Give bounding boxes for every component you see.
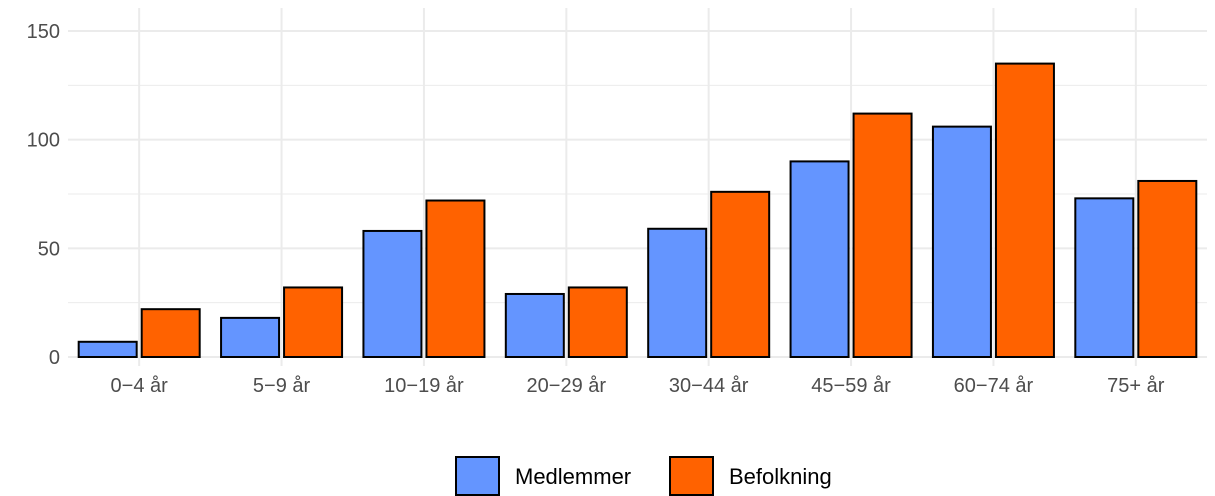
bar-befolkning [142, 309, 200, 357]
x-axis-ticks: 0−4 år 5−9 år 10−19 år 20−29 år 30−44 år 45−5… [111, 375, 1165, 397]
legend-label-befolkning: Befolkning [729, 464, 832, 489]
bar-medlemmer [79, 342, 137, 357]
legend-label-medlemmer: Medlemmer [515, 464, 631, 489]
x-tick-label: 5−9 år [253, 375, 311, 397]
bar-befolkning [996, 64, 1054, 357]
y-tick-label: 50 [38, 238, 60, 260]
x-tick-label: 0−4 år [111, 375, 169, 397]
x-tick-label: 60−74 år [954, 375, 1034, 397]
x-tick-label: 45−59 år [811, 375, 891, 397]
bar-medlemmer [933, 127, 991, 357]
bar-medlemmer [506, 294, 564, 357]
y-axis-ticks: 0 50 100 150 [27, 21, 60, 369]
bar-medlemmer [791, 161, 849, 357]
bar-befolkning [284, 287, 342, 357]
bar-medlemmer [221, 318, 279, 357]
x-tick-label: 20−29 år [527, 375, 607, 397]
bar-medlemmer [648, 229, 706, 357]
legend-key-befolkning [670, 457, 713, 495]
bar-medlemmer [363, 231, 421, 357]
bar-befolkning [569, 287, 627, 357]
x-tick-label: 30−44 år [669, 375, 749, 397]
x-tick-label: 10−19 år [384, 375, 464, 397]
legend: Medlemmer Befolkning [456, 457, 832, 495]
bar-befolkning [854, 114, 912, 357]
bar-befolkning [1138, 181, 1196, 357]
bars [79, 64, 1197, 357]
bar-medlemmer [1075, 198, 1133, 357]
legend-key-medlemmer [456, 457, 499, 495]
x-tick-label: 75+ år [1107, 375, 1165, 397]
bar-befolkning [426, 201, 484, 357]
y-tick-label: 150 [27, 21, 60, 43]
y-tick-label: 0 [49, 347, 60, 369]
y-tick-label: 100 [27, 130, 60, 152]
bar-befolkning [711, 192, 769, 357]
